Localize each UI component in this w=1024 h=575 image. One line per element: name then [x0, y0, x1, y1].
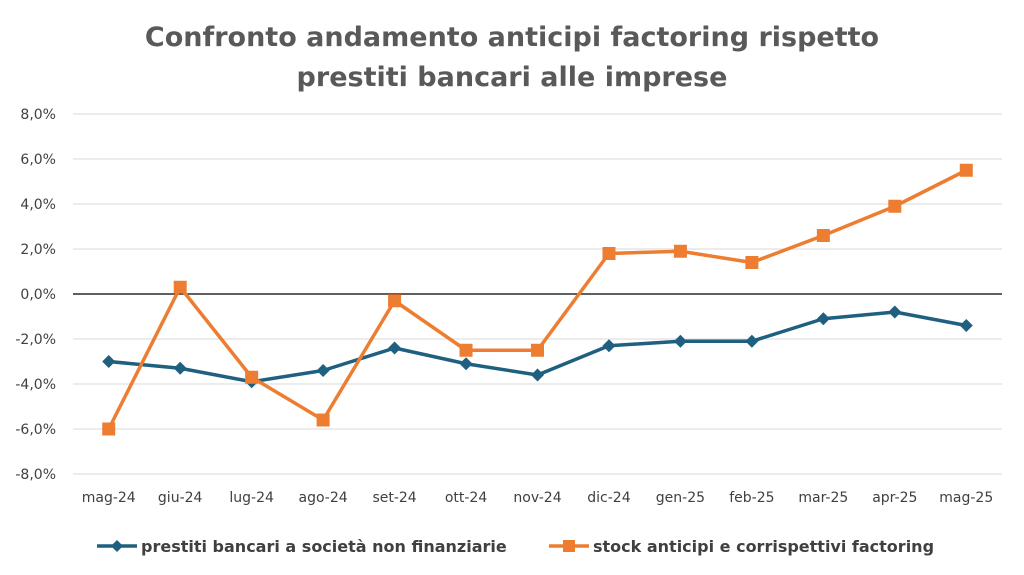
y-tick-label: -2,0%: [15, 332, 56, 348]
legend-label: stock anticipi e corrispettivi factoring: [593, 537, 934, 556]
x-tick-label: mar-25: [798, 490, 848, 506]
legend-item: prestiti bancari a società non finanziar…: [97, 537, 507, 556]
y-tick-label: 8,0%: [20, 107, 56, 123]
chart-title: Confronto andamento anticipi factoring r…: [0, 18, 1024, 98]
x-tick-label: nov-24: [513, 490, 561, 506]
legend-item: stock anticipi e corrispettivi factoring: [549, 537, 934, 556]
grid-lines: [73, 113, 1002, 475]
series-line: [107, 168, 968, 430]
x-tick-label: gen-25: [656, 490, 705, 506]
data-point: [102, 355, 116, 368]
data-point: [388, 294, 402, 308]
data-point: [888, 199, 902, 213]
data-point: [531, 368, 544, 382]
data-point: [102, 422, 116, 436]
x-tick-label: apr-25: [872, 490, 917, 506]
data-point: [816, 312, 830, 326]
chart-title-line-2: prestiti bancari alle imprese: [296, 62, 728, 93]
data-point: [245, 370, 259, 384]
x-tick-label: mag-24: [82, 490, 136, 506]
data-point: [673, 244, 687, 258]
legend-label: prestiti bancari a società non finanziar…: [141, 537, 507, 556]
data-point: [745, 334, 759, 348]
x-tick-label: set-24: [372, 490, 416, 506]
x-axis-ticks: mag-24 giu-24 lug-24 ago-24 set-24 ott-24 nov-…: [82, 490, 994, 506]
data-point: [673, 334, 687, 348]
data-point: [459, 357, 473, 371]
legend: prestiti bancari a società non finanziar…: [97, 537, 934, 556]
legend-marker: [563, 540, 575, 552]
y-tick-label: -6,0%: [15, 422, 56, 438]
data-point: [388, 341, 402, 355]
y-tick-label: 2,0%: [20, 242, 56, 258]
x-tick-label: feb-25: [729, 490, 774, 506]
data-point: [316, 413, 330, 427]
data-point: [816, 229, 830, 242]
legend-marker: [111, 540, 123, 552]
data-point: [459, 343, 473, 357]
chart-title-line-1: Confronto andamento anticipi factoring r…: [144, 22, 880, 53]
y-tick-label: 6,0%: [20, 152, 56, 168]
y-tick-label: -8,0%: [15, 467, 56, 483]
x-tick-label: lug-24: [229, 490, 274, 506]
data-point: [888, 305, 902, 319]
x-tick-label: dic-24: [587, 490, 630, 506]
data-point: [531, 343, 544, 357]
data-point: [745, 256, 759, 269]
data-point: [602, 247, 616, 260]
y-tick-label: -4,0%: [15, 377, 56, 393]
data-point: [959, 163, 973, 177]
data-point: [173, 280, 187, 294]
y-tick-label: 4,0%: [20, 197, 56, 213]
x-tick-label: ago-24: [299, 490, 348, 506]
data-point: [602, 339, 616, 353]
x-tick-label: giu-24: [158, 490, 203, 506]
x-tick-label: mag-25: [939, 490, 993, 506]
x-tick-label: ott-24: [445, 490, 488, 506]
y-tick-label: 0,0%: [20, 287, 56, 303]
data-point: [959, 319, 973, 332]
series-anticipi-factoring: [102, 163, 973, 436]
y-axis-ticks: 8,0% 6,0% 4,0% 2,0% 0,0% -2,0% -4,0% -6,0% -8,0%: [15, 107, 56, 483]
data-point: [316, 364, 330, 377]
data-point: [173, 361, 187, 375]
